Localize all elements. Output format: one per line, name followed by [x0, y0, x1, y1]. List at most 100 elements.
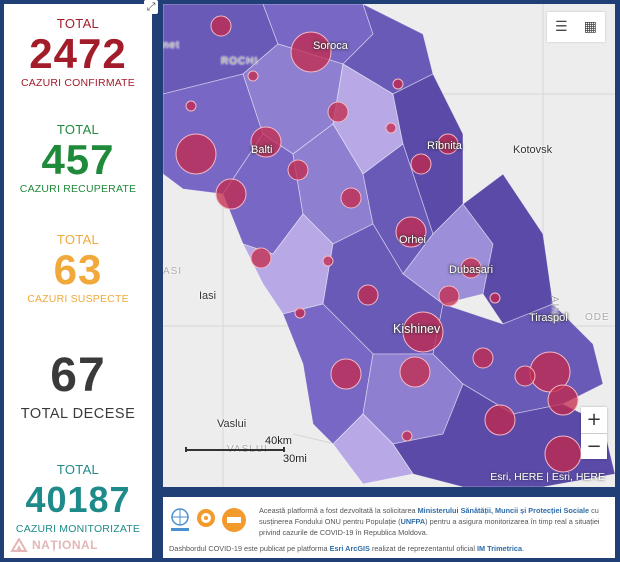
stat-recovered: TOTAL 457 CAZURI RECUPERATE	[4, 122, 152, 195]
map-canvas	[163, 4, 615, 487]
stat-monitored-label-top: TOTAL	[56, 462, 100, 477]
map-attribution[interactable]: Esri, HERE | Esri, HERE	[490, 471, 605, 483]
bubble-c20[interactable]	[544, 435, 582, 473]
brand-logo-text: NAȚIONAL	[32, 538, 98, 552]
zoom-in-button[interactable]: +	[586, 409, 602, 430]
bubble-c4[interactable]	[287, 159, 309, 181]
bubble-briceni[interactable]	[175, 133, 217, 175]
stat-deaths-value: 67	[50, 349, 106, 402]
un-emblem-icon	[197, 509, 215, 527]
map-label-ribnita: Rîbnita	[427, 140, 462, 152]
partner-logos	[169, 503, 251, 537]
zoom-out-button[interactable]: −	[581, 433, 607, 459]
bubble-c1[interactable]	[327, 101, 349, 123]
scale-bar-km: 40km	[265, 435, 292, 447]
bubble-orhei[interactable]	[395, 216, 427, 248]
stat-confirmed: TOTAL 2472 CAZURI CONFIRMATE	[4, 16, 152, 89]
bubble-c2[interactable]	[385, 122, 397, 134]
stat-monitored-label-bottom: CAZURI MONITORIZATE	[15, 523, 141, 535]
info-text: Această platformă a fost dezvoltată la s…	[259, 505, 609, 538]
map-label-balti: Balti	[251, 144, 273, 156]
bubble-soroca[interactable]	[290, 31, 332, 73]
region-light-south	[332, 413, 414, 485]
esri-link[interactable]: Esri ArcGIS	[329, 544, 370, 553]
bubble-kishinev[interactable]	[402, 311, 444, 353]
stat-deaths: 67 TOTAL DECESE	[4, 349, 152, 423]
bubble-c17[interactable]	[547, 384, 579, 416]
bubble-balti[interactable]	[250, 126, 282, 158]
stat-recovered-label-top: TOTAL	[56, 122, 100, 137]
info-t2: cu susținerea Fondului ONU pentru Popula…	[259, 506, 599, 526]
bubble-c19[interactable]	[401, 430, 413, 442]
un-logo-icon	[171, 508, 189, 531]
stats-panel: TOTAL 2472 CAZURI CONFIRMATE TOTAL 457 C…	[4, 4, 152, 558]
bubble-w1[interactable]	[185, 100, 197, 112]
bubble-c10[interactable]	[438, 285, 460, 307]
stat-confirmed-label-bottom: CAZURI CONFIRMATE	[20, 77, 136, 89]
expand-icon[interactable]: ⤢	[144, 0, 158, 14]
stat-monitored: TOTAL 40187 CAZURI MONITORIZATE	[4, 462, 152, 535]
map-label-frag-net: net	[163, 40, 180, 51]
scale-bar-mi: 30mi	[283, 453, 307, 465]
stat-suspect: TOTAL 63 CAZURI SUSPECTE	[4, 232, 152, 305]
bubble-c9[interactable]	[357, 284, 379, 306]
bubble-c8[interactable]	[322, 255, 334, 267]
map-toolbar: ☰ ▦	[547, 12, 605, 42]
info-t1: Această platformă a fost dezvoltată la s…	[259, 506, 418, 515]
bubble-c5[interactable]	[340, 187, 362, 209]
scale-bar-line	[185, 447, 285, 452]
stat-confirmed-value: 2472	[29, 30, 127, 77]
bubble-c3[interactable]	[215, 178, 247, 210]
bubble-c13[interactable]	[472, 347, 494, 369]
bubble-c7[interactable]	[250, 247, 272, 269]
bubble-dubasari[interactable]	[460, 257, 482, 279]
stat-recovered-label-bottom: CAZURI RECUPERATE	[19, 183, 137, 195]
map-label-kishinev: Kishinev	[393, 322, 441, 336]
bubble-ribnita[interactable]	[437, 133, 459, 155]
case-bubbles	[175, 15, 582, 473]
bubble-c16[interactable]	[514, 365, 536, 387]
unfpa-logo-icon	[222, 508, 246, 532]
map-label-frag-asi: ASI	[163, 266, 183, 277]
stat-recovered-value: 457	[41, 136, 115, 183]
brand-logo-icon	[10, 538, 28, 552]
trimetrica-link[interactable]: IM Trimetrica	[477, 544, 523, 553]
map-label-frag-rochi: ROCHI	[221, 56, 259, 67]
scale-bar: 40km 30mi	[185, 435, 307, 465]
map-label-iasi: Iasi	[199, 290, 217, 302]
stat-monitored-value: 40187	[25, 479, 131, 520]
bubble-n1[interactable]	[247, 70, 259, 82]
bubble-c14[interactable]	[330, 358, 362, 390]
info-t6: .	[522, 544, 525, 553]
stat-deaths-label: TOTAL DECESE	[20, 406, 136, 422]
bubble-c15[interactable]	[399, 356, 431, 388]
regions	[163, 4, 615, 487]
basemap-gallery-icon[interactable]: ▦	[583, 19, 597, 35]
bubble-c18[interactable]	[484, 404, 516, 436]
info-t4: Dashbordul COVID-19 este publicat pe pla…	[169, 544, 330, 553]
brand-logo: NAȚIONAL	[10, 538, 98, 552]
bubble-nw[interactable]	[210, 15, 232, 37]
info-t5: realizat de reprezentantul oficial	[369, 544, 478, 553]
bubble-c12[interactable]	[294, 307, 306, 319]
ministry-link[interactable]: Ministerului Sănătății, Muncii și Protec…	[417, 506, 590, 515]
map-label-soroca: Soroca	[313, 40, 348, 52]
info-text-2: Dashbordul COVID-19 este publicat pe pla…	[169, 544, 609, 553]
zoom-controls: + −	[581, 407, 607, 459]
stat-suspect-label-bottom: CAZURI SUSPECTE	[27, 293, 129, 305]
stat-confirmed-label-top: TOTAL	[56, 16, 100, 31]
map-label-vaslui: Vaslui	[217, 418, 247, 430]
info-t3: ) pentru a asigura monitorizarea în timp…	[259, 517, 600, 537]
map-label-orhei: Orhei	[399, 234, 426, 246]
bubble-c6[interactable]	[410, 153, 432, 175]
map-view[interactable]: net ROCHI ASI ODE AINE Soroca Balti Rîbn…	[163, 4, 615, 487]
bubble-c11[interactable]	[489, 292, 501, 304]
info-panel: Această platformă a fost dezvoltată la s…	[163, 497, 615, 558]
map-label-kotovsk: Kotovsk	[513, 144, 553, 156]
stat-suspect-label-top: TOTAL	[56, 232, 100, 247]
map-label-frag-ode: ODE	[585, 312, 610, 323]
stat-suspect-value: 63	[53, 246, 103, 293]
legend-list-icon[interactable]: ☰	[555, 19, 568, 35]
unfpa-link[interactable]: UNFPA	[400, 517, 426, 526]
bubble-n2[interactable]	[392, 78, 404, 90]
